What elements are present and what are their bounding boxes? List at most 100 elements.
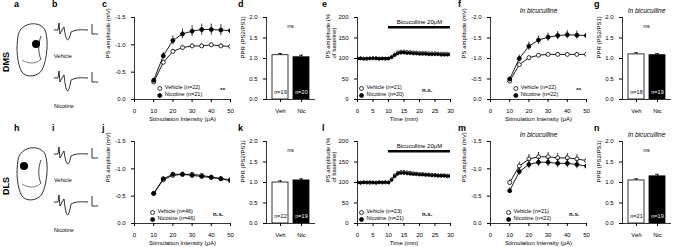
svg-text:0.0: 0.0 [605, 220, 614, 226]
svg-text:1.5: 1.5 [249, 35, 258, 41]
svg-text:20: 20 [416, 108, 423, 114]
svg-text:30: 30 [189, 232, 196, 238]
svg-text:1.0: 1.0 [605, 179, 614, 185]
svg-text:100: 100 [338, 179, 349, 185]
svg-text:Nicotine (n=22): Nicotine (n=22) [514, 215, 552, 221]
svg-text:-1.5: -1.5 [471, 35, 482, 41]
svg-text:Bicuculline 20μM: Bicuculline 20μM [397, 19, 442, 25]
svg-text:2.0: 2.0 [605, 138, 614, 144]
svg-text:n.s.: n.s. [422, 87, 433, 93]
svg-text:1.0: 1.0 [605, 55, 614, 61]
svg-text:1.0: 1.0 [249, 179, 258, 185]
svg-text:PS amplitude (%of baseline): PS amplitude (%of baseline) [325, 137, 338, 182]
svg-text:-2.0: -2.0 [471, 14, 482, 20]
svg-text:30: 30 [545, 108, 552, 114]
svg-text:PPR (PS2/PS1): PPR (PS2/PS1) [596, 16, 602, 58]
svg-text:-0.5: -0.5 [471, 193, 482, 199]
svg-text:Nicotine (n=22): Nicotine (n=22) [521, 91, 559, 97]
svg-text:Veh: Veh [631, 108, 641, 114]
svg-text:20: 20 [170, 232, 177, 238]
svg-text:In bicuculline: In bicuculline [520, 131, 558, 138]
svg-text:0.5: 0.5 [605, 200, 614, 206]
svg-text:PS amplitude (%of baseline): PS amplitude (%of baseline) [325, 13, 338, 58]
svg-text:100: 100 [338, 55, 349, 61]
svg-text:PS amplitude (mV): PS amplitude (mV) [105, 8, 111, 58]
svg-text:Stimulation Intensity (μA): Stimulation Intensity (μA) [505, 240, 572, 246]
svg-text:25: 25 [432, 108, 439, 114]
svg-text:1.5: 1.5 [249, 159, 258, 165]
svg-text:In bicuculline: In bicuculline [520, 7, 558, 14]
svg-text:1.5: 1.5 [605, 35, 614, 41]
svg-text:In bicuculline: In bicuculline [628, 131, 666, 138]
svg-text:Nicotine (n=21): Nicotine (n=21) [367, 215, 405, 221]
svg-text:Time (min): Time (min) [390, 116, 418, 122]
svg-text:PPR (PS2/PS1): PPR (PS2/PS1) [240, 140, 246, 182]
svg-text:20: 20 [416, 232, 423, 238]
svg-text:0.5: 0.5 [249, 76, 258, 82]
svg-text:-0.5: -0.5 [115, 193, 126, 199]
svg-text:150: 150 [338, 35, 349, 41]
svg-text:15: 15 [401, 108, 408, 114]
svg-text:Stimulation Intensity (μA): Stimulation Intensity (μA) [149, 116, 216, 122]
svg-text:n=20: n=20 [295, 89, 307, 95]
svg-text:0: 0 [133, 232, 137, 238]
svg-text:-1.5: -1.5 [115, 138, 126, 144]
svg-text:150: 150 [338, 159, 349, 165]
svg-text:30: 30 [189, 108, 196, 114]
svg-text:40: 40 [564, 232, 571, 238]
svg-text:-1.5: -1.5 [471, 138, 482, 144]
svg-text:PPR (PS2/PS1): PPR (PS2/PS1) [240, 16, 246, 58]
svg-text:0.5: 0.5 [249, 200, 258, 206]
svg-text:ns: ns [643, 23, 649, 29]
svg-text:Vehicle (n=46): Vehicle (n=46) [158, 208, 193, 214]
svg-text:Nic: Nic [653, 108, 662, 114]
svg-text:Nic: Nic [653, 232, 662, 238]
svg-text:0.0: 0.0 [473, 96, 482, 102]
svg-text:50: 50 [227, 232, 234, 238]
svg-text:0.0: 0.0 [605, 96, 614, 102]
svg-text:Vehicle (n=22): Vehicle (n=22) [521, 84, 556, 90]
svg-text:2.0: 2.0 [249, 14, 258, 20]
svg-text:10: 10 [150, 108, 157, 114]
svg-text:5: 5 [371, 232, 375, 238]
svg-text:0: 0 [345, 220, 349, 226]
svg-text:0.5: 0.5 [605, 76, 614, 82]
svg-text:n=19: n=19 [651, 213, 663, 219]
svg-text:10: 10 [506, 232, 513, 238]
svg-text:5: 5 [371, 108, 375, 114]
svg-text:Nicotine (n=21): Nicotine (n=21) [165, 91, 203, 97]
svg-text:20: 20 [526, 108, 533, 114]
svg-text:0: 0 [356, 108, 360, 114]
svg-text:30: 30 [447, 232, 454, 238]
svg-text:n.s.: n.s. [422, 211, 433, 217]
svg-text:In bicuculline: In bicuculline [628, 7, 666, 14]
svg-text:PS amplitude (mV): PS amplitude (mV) [461, 8, 467, 58]
svg-text:-1.0: -1.0 [471, 166, 482, 172]
svg-text:Nicotine: Nicotine [54, 103, 74, 109]
svg-text:2.0: 2.0 [249, 138, 258, 144]
svg-text:Veh: Veh [275, 232, 285, 238]
svg-text:0.0: 0.0 [117, 96, 126, 102]
svg-text:200: 200 [338, 138, 349, 144]
svg-text:Nicotine: Nicotine [54, 227, 74, 233]
svg-text:1.0: 1.0 [249, 55, 258, 61]
svg-text:10: 10 [385, 108, 392, 114]
svg-text:50: 50 [583, 108, 590, 114]
svg-text:2.0: 2.0 [605, 14, 614, 20]
svg-text:50: 50 [583, 232, 590, 238]
svg-text:Bicuculline 20μM: Bicuculline 20μM [397, 143, 442, 149]
svg-text:0.0: 0.0 [117, 220, 126, 226]
svg-text:20: 20 [170, 108, 177, 114]
svg-text:15: 15 [401, 232, 408, 238]
svg-text:-0.5: -0.5 [115, 69, 126, 75]
svg-text:Stimulation Intensity (μA): Stimulation Intensity (μA) [505, 116, 572, 122]
svg-text:Nicotine (n=20): Nicotine (n=20) [367, 91, 405, 97]
svg-text:Vehicle (n=21): Vehicle (n=21) [367, 84, 402, 90]
svg-text:Stimulation Intensity (μA): Stimulation Intensity (μA) [149, 240, 216, 246]
svg-text:n=19: n=19 [651, 89, 663, 95]
svg-text:Vehicle (n=22): Vehicle (n=22) [165, 84, 200, 90]
svg-text:-1.0: -1.0 [115, 166, 126, 172]
svg-text:50: 50 [342, 76, 349, 82]
svg-text:10: 10 [150, 232, 157, 238]
svg-text:PS amplitude (mV): PS amplitude (mV) [105, 132, 111, 182]
